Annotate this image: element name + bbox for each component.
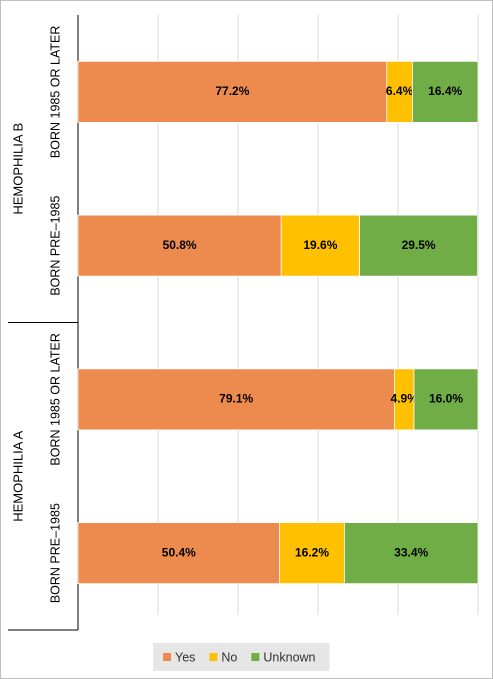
data-label: 16.2% — [295, 545, 329, 559]
category-label: BORN PRE–1985 — [48, 196, 62, 296]
data-label: 19.6% — [303, 238, 337, 252]
data-label: 29.5% — [402, 238, 436, 252]
bar-segment — [77, 61, 388, 123]
legend-label: No — [221, 650, 237, 664]
legend: Yes No Unknown — [153, 643, 330, 671]
bar-segment — [412, 61, 479, 123]
data-label: 50.8% — [163, 238, 197, 252]
bar-segment — [413, 368, 479, 431]
bar-segment — [280, 214, 360, 277]
data-label: 33.4% — [394, 545, 428, 559]
legend-swatch — [163, 653, 171, 661]
data-label: 77.2% — [215, 84, 249, 98]
bar-segment — [359, 214, 478, 277]
legend-label: Unknown — [263, 650, 315, 664]
data-label: 4.9% — [391, 392, 419, 406]
legend-swatch — [209, 653, 218, 661]
bar-segment — [77, 368, 395, 431]
data-label: 16.4% — [428, 84, 462, 98]
category-label: BORN 1985 OR LATER — [48, 26, 62, 158]
bar-segment — [279, 522, 345, 584]
legend-label: Yes — [175, 650, 195, 664]
bar-segment — [344, 522, 479, 584]
group-label: HEMOPHILIA B — [10, 123, 25, 215]
data-label: 79.1% — [219, 392, 253, 406]
bar-segment — [77, 522, 280, 584]
category-label: BORN 1985 OR LATER — [48, 333, 62, 465]
data-label: 50.4% — [162, 545, 196, 559]
legend-swatch — [251, 653, 260, 661]
legend-box — [153, 643, 330, 671]
group-label: HEMOPHILIA A — [10, 430, 25, 521]
data-label: 16.0% — [429, 392, 463, 406]
data-label: 6.4% — [386, 84, 414, 98]
category-label: BORN PRE–1985 — [48, 503, 62, 603]
